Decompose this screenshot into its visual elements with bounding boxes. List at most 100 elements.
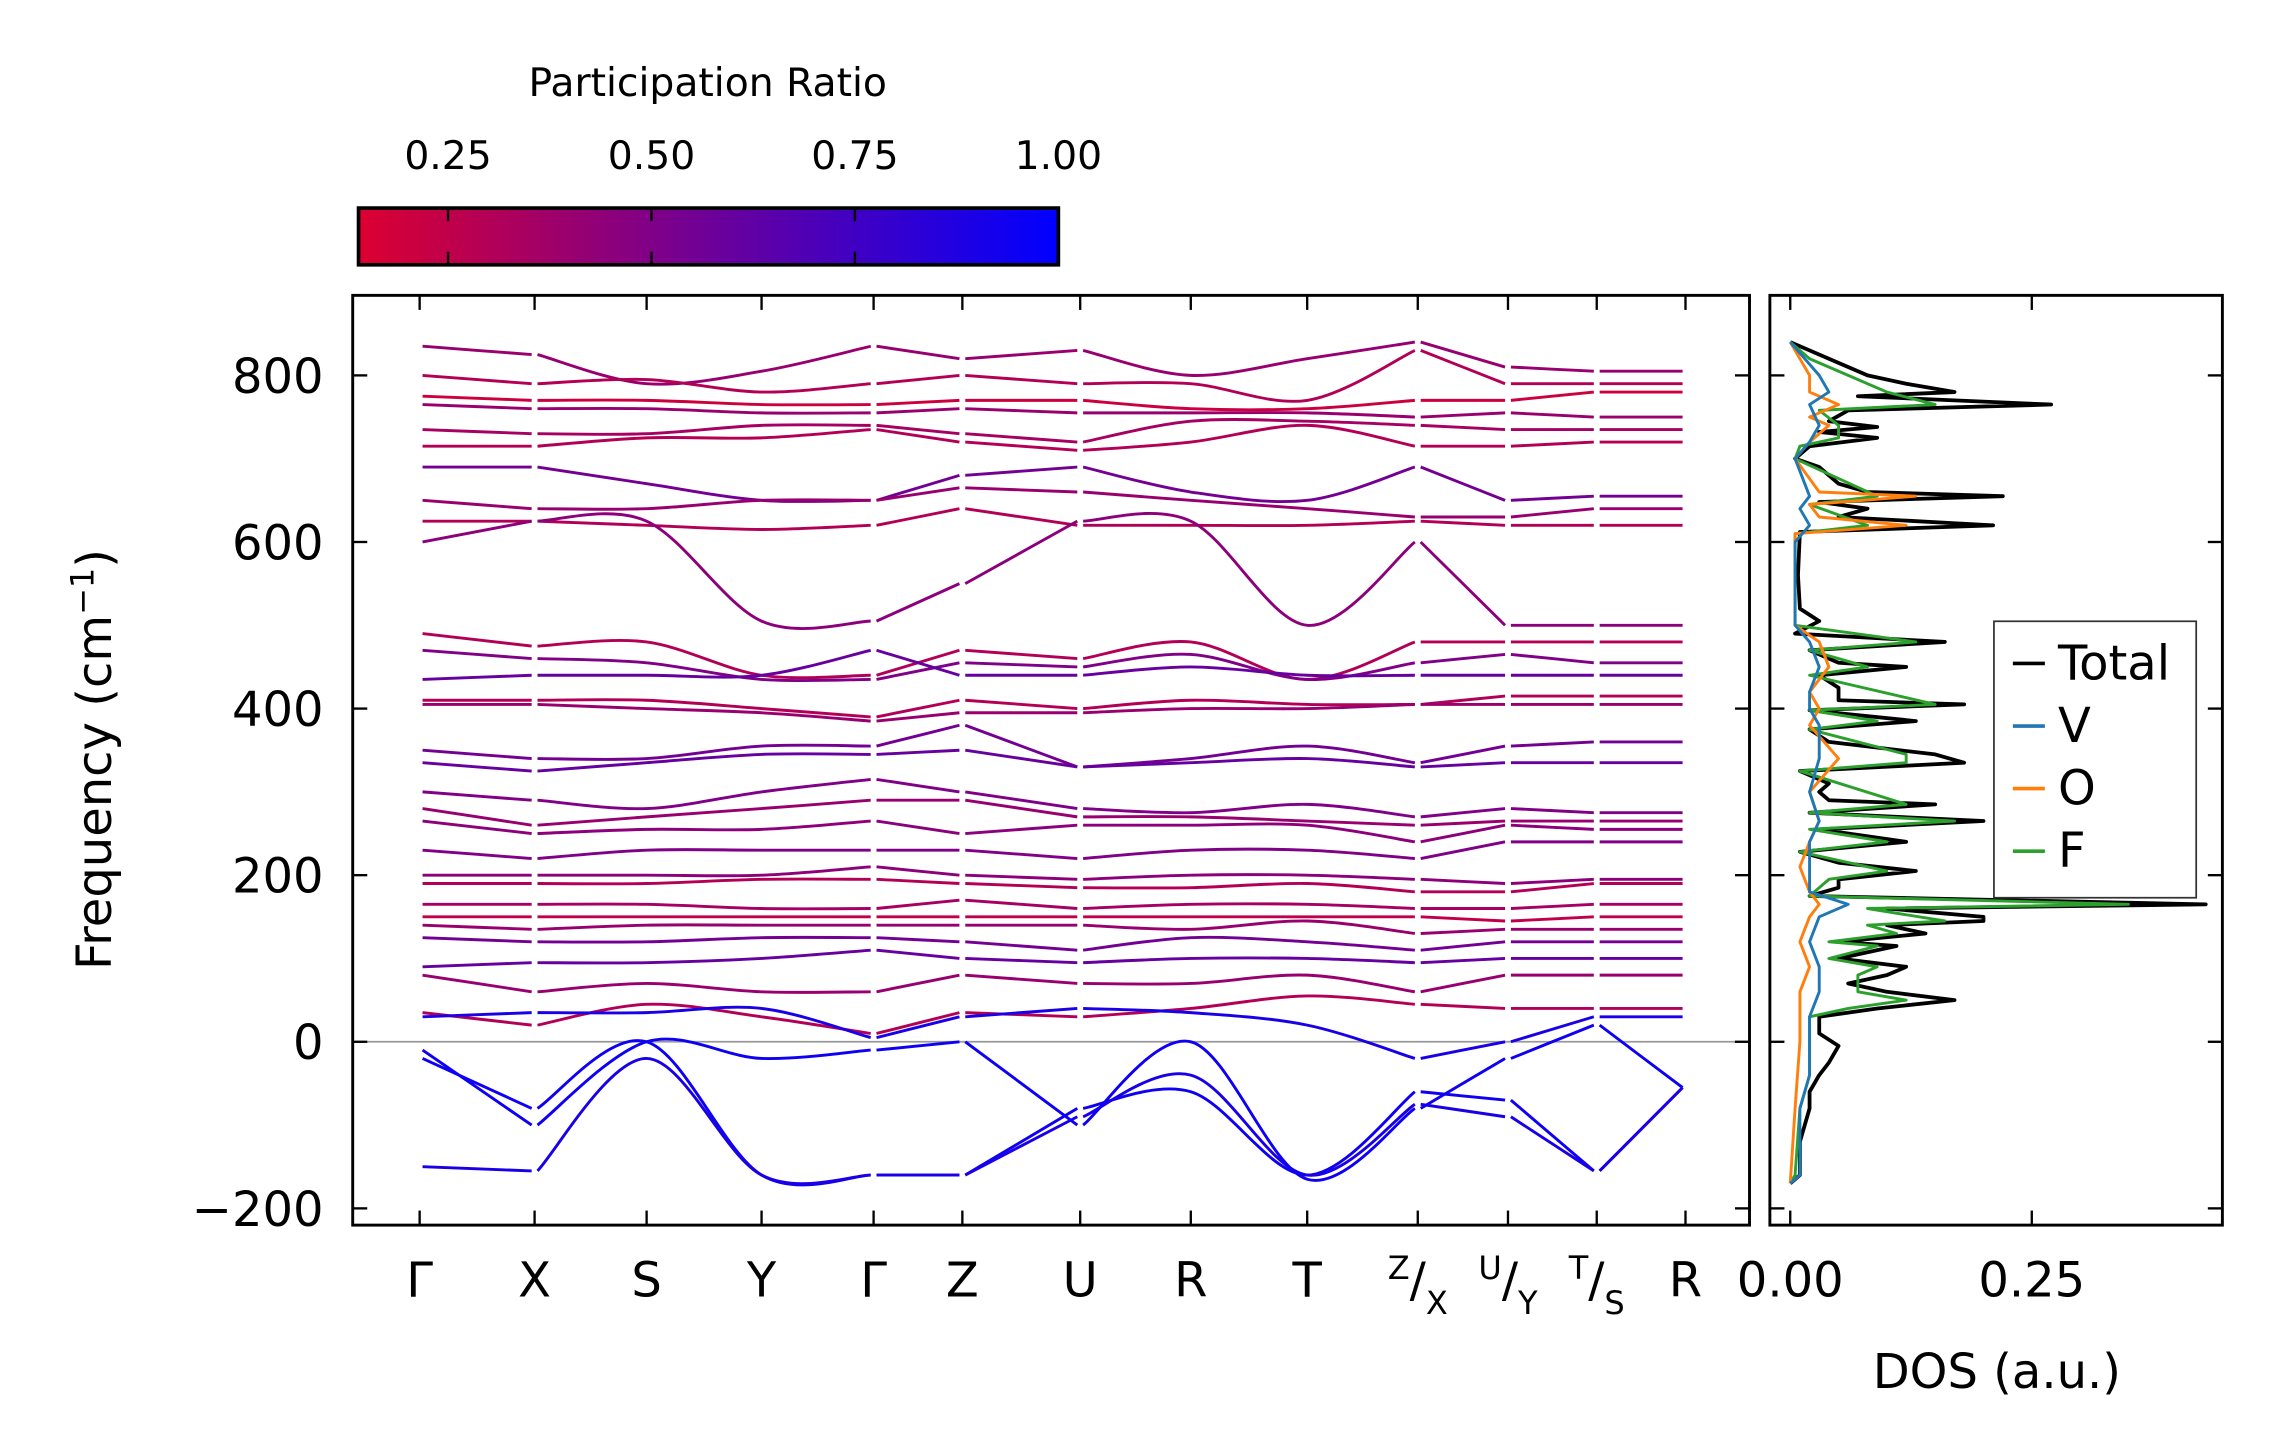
phonon-band (965, 1011, 1078, 1019)
phonon-band (876, 936, 960, 944)
phonon-band (422, 848, 532, 860)
phonon-band (1083, 519, 1415, 528)
phonon-band (964, 723, 1078, 769)
y-tick-label: 600 (232, 515, 324, 571)
phonon-band (1082, 418, 1415, 444)
phonon-band (537, 902, 871, 911)
k-point-label: Γ (860, 1252, 887, 1308)
phonon-band (422, 961, 532, 969)
phonon-band (1083, 815, 1415, 827)
phonon-band (965, 1007, 1078, 1019)
phonon-band (422, 923, 532, 931)
phonon-band (1082, 1039, 1416, 1182)
phonon-band (537, 519, 871, 531)
phonon-band (422, 936, 532, 944)
phonon-band (537, 498, 871, 511)
phonon-band (1510, 390, 1594, 402)
phonon-band (1509, 1098, 1595, 1172)
phonon-band (965, 848, 1078, 860)
phonon-band (1510, 365, 1594, 373)
phonon-band (1420, 1002, 1506, 1010)
dos-series-v (1789, 341, 1850, 1185)
phonon-band (876, 423, 960, 436)
phonon-band (1420, 927, 1506, 935)
phonon-band (422, 519, 532, 544)
phonon-band (876, 698, 960, 719)
legend-label: O (2058, 761, 2096, 817)
k-point-label: Γ (406, 1252, 433, 1308)
phonon-band (965, 507, 1078, 527)
phonon-band (1083, 398, 1415, 412)
phonon-band (537, 948, 871, 965)
phonon-band (1510, 507, 1594, 519)
phonon-band (422, 648, 532, 661)
k-point-label: T (1292, 1252, 1323, 1308)
phonon-band (1420, 340, 1506, 369)
phonon-band (422, 498, 532, 511)
phonon-band (965, 748, 1078, 769)
phonon-band (1598, 1023, 1684, 1089)
phonon-band (537, 923, 871, 931)
phonon-band (537, 865, 871, 878)
phonon-band (1420, 1090, 1506, 1102)
phonon-band (1510, 1115, 1595, 1173)
phonon-band (1420, 1040, 1506, 1060)
dos-x-tick-label: 0.25 (1978, 1252, 2085, 1308)
phonon-band (1419, 1057, 1506, 1110)
y-tick-label: 800 (232, 349, 324, 405)
phonon-band (965, 898, 1078, 910)
phonon-band (537, 428, 871, 448)
legend-label: V (2058, 698, 2091, 754)
phonon-band (537, 752, 871, 773)
phonon-band (1082, 652, 1416, 681)
phonon-band (965, 882, 1078, 890)
colorbar-tick-label: 0.50 (608, 134, 695, 179)
phonon-band (1510, 823, 1594, 831)
phonon-band (537, 777, 871, 811)
phonon-band (537, 344, 872, 386)
legend-label: F (2058, 823, 2086, 879)
phonon-band (536, 1056, 871, 1186)
phonon-band (1510, 877, 1594, 885)
k-point-label: S (631, 1252, 661, 1308)
phonon-band (965, 440, 1078, 452)
phonon-band (876, 865, 960, 877)
phonon-band (1083, 973, 1416, 994)
phonon-band (537, 702, 871, 723)
band-structure-plot: −200 0 200 400 600 800 Γ X S Y Γ Z U R T Z/X U/Y T/S R Fre… (64, 293, 1751, 1322)
phonon-band (876, 877, 960, 885)
phonon-band (965, 407, 1078, 415)
phonon-band (422, 428, 532, 436)
phonon-band (1083, 512, 1416, 627)
phonon-band (876, 428, 960, 444)
phonon-band (876, 486, 960, 502)
phonon-band (537, 848, 871, 860)
phonon-band (537, 819, 871, 835)
phonon-band (1510, 652, 1594, 665)
phonon-band (965, 790, 1078, 810)
phonon-band (1083, 873, 1415, 881)
phonon-band (1082, 465, 1416, 504)
phonon-band (1083, 698, 1415, 711)
phonon-band (1420, 744, 1506, 765)
phonon-band (1420, 957, 1506, 965)
phonon-band (422, 1011, 532, 1027)
phonon-band (965, 798, 1078, 819)
phonon-band (1083, 847, 1415, 860)
phonon-band (1420, 423, 1506, 431)
phonon-band (1083, 757, 1415, 769)
phonon-band (876, 948, 960, 960)
phonon-band (1083, 802, 1416, 819)
phonon-band (537, 639, 871, 680)
phonon-band (1510, 740, 1594, 748)
phonon-band (1419, 540, 1507, 627)
phonon-band (422, 344, 532, 357)
phonon-band (964, 1115, 1078, 1177)
phonon-band (1420, 349, 1506, 386)
k-point-label: Z (946, 1252, 979, 1308)
y-tick-label: 0 (293, 1015, 324, 1071)
phonon-band (1083, 881, 1415, 894)
phonon-band (1510, 1015, 1595, 1044)
dos-x-tick-label: 0.00 (1737, 1252, 1844, 1308)
phonon-band (876, 711, 960, 723)
